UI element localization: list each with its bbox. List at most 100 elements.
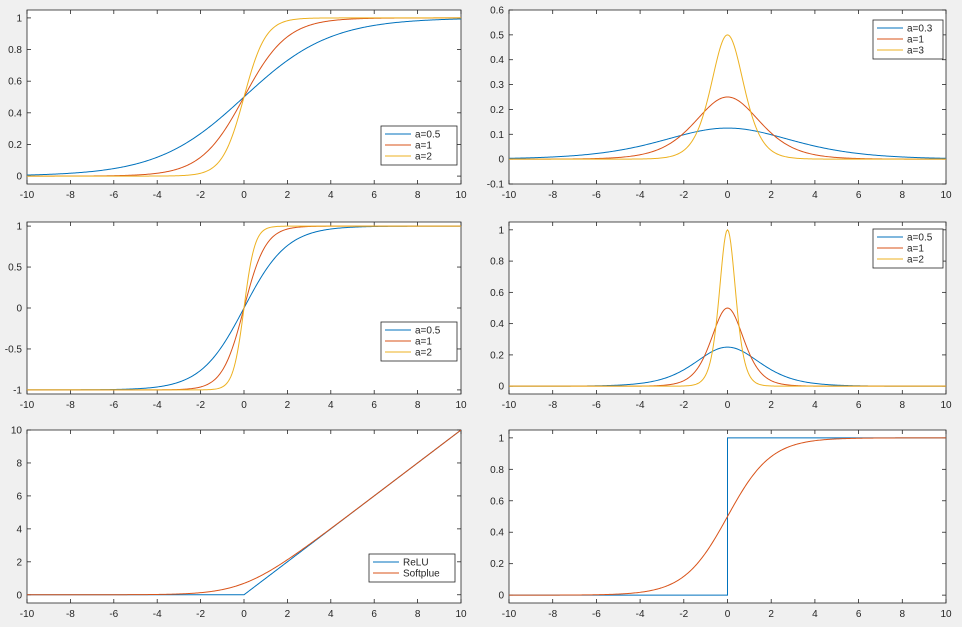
y-tick-label: 0.2 bbox=[490, 559, 504, 570]
x-tick-label: -4 bbox=[153, 400, 162, 411]
y-tick-label: 0.2 bbox=[490, 350, 504, 361]
legend-label: a=3 bbox=[907, 46, 924, 57]
x-tick-label: 2 bbox=[768, 400, 774, 411]
x-tick-label: -6 bbox=[592, 400, 601, 411]
legend-label: a=1 bbox=[907, 244, 924, 255]
x-tick-label: 0 bbox=[725, 400, 731, 411]
x-tick-label: -2 bbox=[679, 190, 688, 201]
x-tick-label: -4 bbox=[636, 190, 645, 201]
y-tick-label: 0.8 bbox=[490, 465, 504, 476]
y-tick-label: -0.1 bbox=[487, 180, 505, 191]
y-tick-label: 0.2 bbox=[8, 140, 22, 151]
x-tick-label: 0 bbox=[241, 400, 247, 411]
legend-label: a=2 bbox=[907, 255, 924, 266]
x-tick-label: -10 bbox=[502, 400, 517, 411]
x-tick-label: -10 bbox=[502, 609, 517, 620]
chart-panel-6: -10 -8 -6 -4 -2 0 2 4 6 8 10 0 0.2 0.4 0.6 0.8 1 bbox=[490, 429, 952, 620]
x-tick-label: 6 bbox=[371, 609, 377, 620]
legend-label: a=0.3 bbox=[907, 24, 933, 35]
y-tick-label: 0.8 bbox=[490, 257, 504, 268]
x-tick-label: -6 bbox=[109, 400, 118, 411]
x-tick-label: 2 bbox=[285, 609, 291, 620]
series-line-a=3 bbox=[509, 34, 946, 160]
x-tick-label: -4 bbox=[153, 609, 162, 620]
x-tick-label: -2 bbox=[196, 190, 205, 201]
y-tick-label: 10 bbox=[11, 426, 23, 437]
x-tick-label: 0 bbox=[241, 190, 247, 201]
y-tick-label: 0.1 bbox=[490, 130, 504, 141]
x-tick-label: 10 bbox=[455, 190, 467, 201]
legend-label: a=0.5 bbox=[415, 130, 441, 141]
x-tick-label: 4 bbox=[328, 400, 334, 411]
x-tick-label: 6 bbox=[371, 400, 377, 411]
x-tick-label: -4 bbox=[636, 400, 645, 411]
y-tick-label: 0.5 bbox=[8, 263, 22, 274]
chart-panel-3: -10 -8 -6 -4 -2 0 2 4 6 8 10 -1 -0.5 0 0.5 1 a=0.5a=1a=2 bbox=[5, 222, 467, 411]
legend: a=0.5a=1a=2 bbox=[380, 125, 458, 166]
y-tick-label: 0 bbox=[16, 590, 22, 601]
y-tick-label: -0.5 bbox=[5, 344, 23, 355]
series-line-a=2 bbox=[509, 228, 946, 387]
x-tick-label: 2 bbox=[768, 190, 774, 201]
x-tick-label: 10 bbox=[455, 400, 467, 411]
x-tick-label: 10 bbox=[940, 400, 952, 411]
x-tick-label: -6 bbox=[592, 609, 601, 620]
y-tick-label: 1 bbox=[498, 225, 504, 236]
x-tick-label: -10 bbox=[20, 609, 35, 620]
x-tick-label: 8 bbox=[415, 190, 421, 201]
legend-label: a=1 bbox=[907, 35, 924, 46]
x-tick-label: 0 bbox=[725, 609, 731, 620]
y-tick-label: 0.4 bbox=[490, 528, 504, 539]
x-tick-label: 4 bbox=[328, 190, 334, 201]
x-tick-label: 8 bbox=[900, 609, 906, 620]
legend: a=0.5a=1a=2 bbox=[872, 228, 944, 269]
x-tick-label: 10 bbox=[455, 609, 467, 620]
x-tick-label: -8 bbox=[548, 400, 557, 411]
legend-label: a=0.5 bbox=[907, 233, 933, 244]
y-tick-label: 6 bbox=[16, 491, 22, 502]
x-tick-label: -8 bbox=[66, 609, 75, 620]
x-tick-label: -8 bbox=[548, 609, 557, 620]
x-tick-label: 6 bbox=[371, 190, 377, 201]
x-tick-label: -8 bbox=[548, 190, 557, 201]
chart-panel-4: -10 -8 -6 -4 -2 0 2 4 6 8 10 0 0.2 0.4 0.6 0.8 1 a=0.5a=1… bbox=[490, 221, 952, 411]
y-tick-label: 0.5 bbox=[490, 30, 504, 41]
legend: a=0.3a=1a=3 bbox=[872, 19, 944, 60]
legend: a=0.5a=1a=2 bbox=[380, 321, 458, 362]
y-tick-label: 0 bbox=[16, 172, 22, 183]
chart-panel-1: -10 -8 -6 -4 -2 0 2 4 6 8 10 0 0.2 0.4 0.6 0.8 1 a=0.5a=1… bbox=[8, 9, 467, 201]
legend-label: a=0.5 bbox=[415, 326, 441, 337]
x-tick-label: 10 bbox=[940, 190, 952, 201]
legend-label: a=1 bbox=[415, 141, 432, 152]
x-tick-label: -6 bbox=[109, 190, 118, 201]
y-tick-label: 0.4 bbox=[490, 319, 504, 330]
y-tick-label: 0.6 bbox=[490, 6, 504, 17]
y-tick-label: 8 bbox=[16, 458, 22, 469]
x-tick-label: 4 bbox=[812, 609, 818, 620]
y-tick-label: 0.2 bbox=[490, 105, 504, 116]
y-tick-label: 0 bbox=[498, 591, 504, 602]
x-tick-label: -10 bbox=[20, 400, 35, 411]
x-tick-label: 8 bbox=[900, 190, 906, 201]
y-tick-label: 0 bbox=[16, 304, 22, 315]
y-tick-label: 0.4 bbox=[8, 108, 22, 119]
x-tick-label: 4 bbox=[812, 400, 818, 411]
x-tick-label: 2 bbox=[768, 609, 774, 620]
x-tick-label: -8 bbox=[66, 190, 75, 201]
x-tick-label: 0 bbox=[725, 190, 731, 201]
x-tick-label: -4 bbox=[153, 190, 162, 201]
x-tick-label: 0 bbox=[241, 609, 247, 620]
chart-panel-2: -10 -8 -6 -4 -2 0 2 4 6 8 10 -0.1 0 0.1 0.2 0.3 0.4 0.5 0.… bbox=[487, 6, 952, 202]
series-line-sigmoid bbox=[509, 437, 946, 596]
x-tick-label: 6 bbox=[856, 190, 862, 201]
y-tick-label: 0 bbox=[498, 382, 504, 393]
x-tick-label: -2 bbox=[679, 609, 688, 620]
x-tick-label: 8 bbox=[900, 400, 906, 411]
y-tick-label: 0.6 bbox=[8, 77, 22, 88]
y-tick-label: 0.6 bbox=[490, 288, 504, 299]
y-tick-label: 1 bbox=[498, 433, 504, 444]
x-tick-label: -2 bbox=[679, 400, 688, 411]
